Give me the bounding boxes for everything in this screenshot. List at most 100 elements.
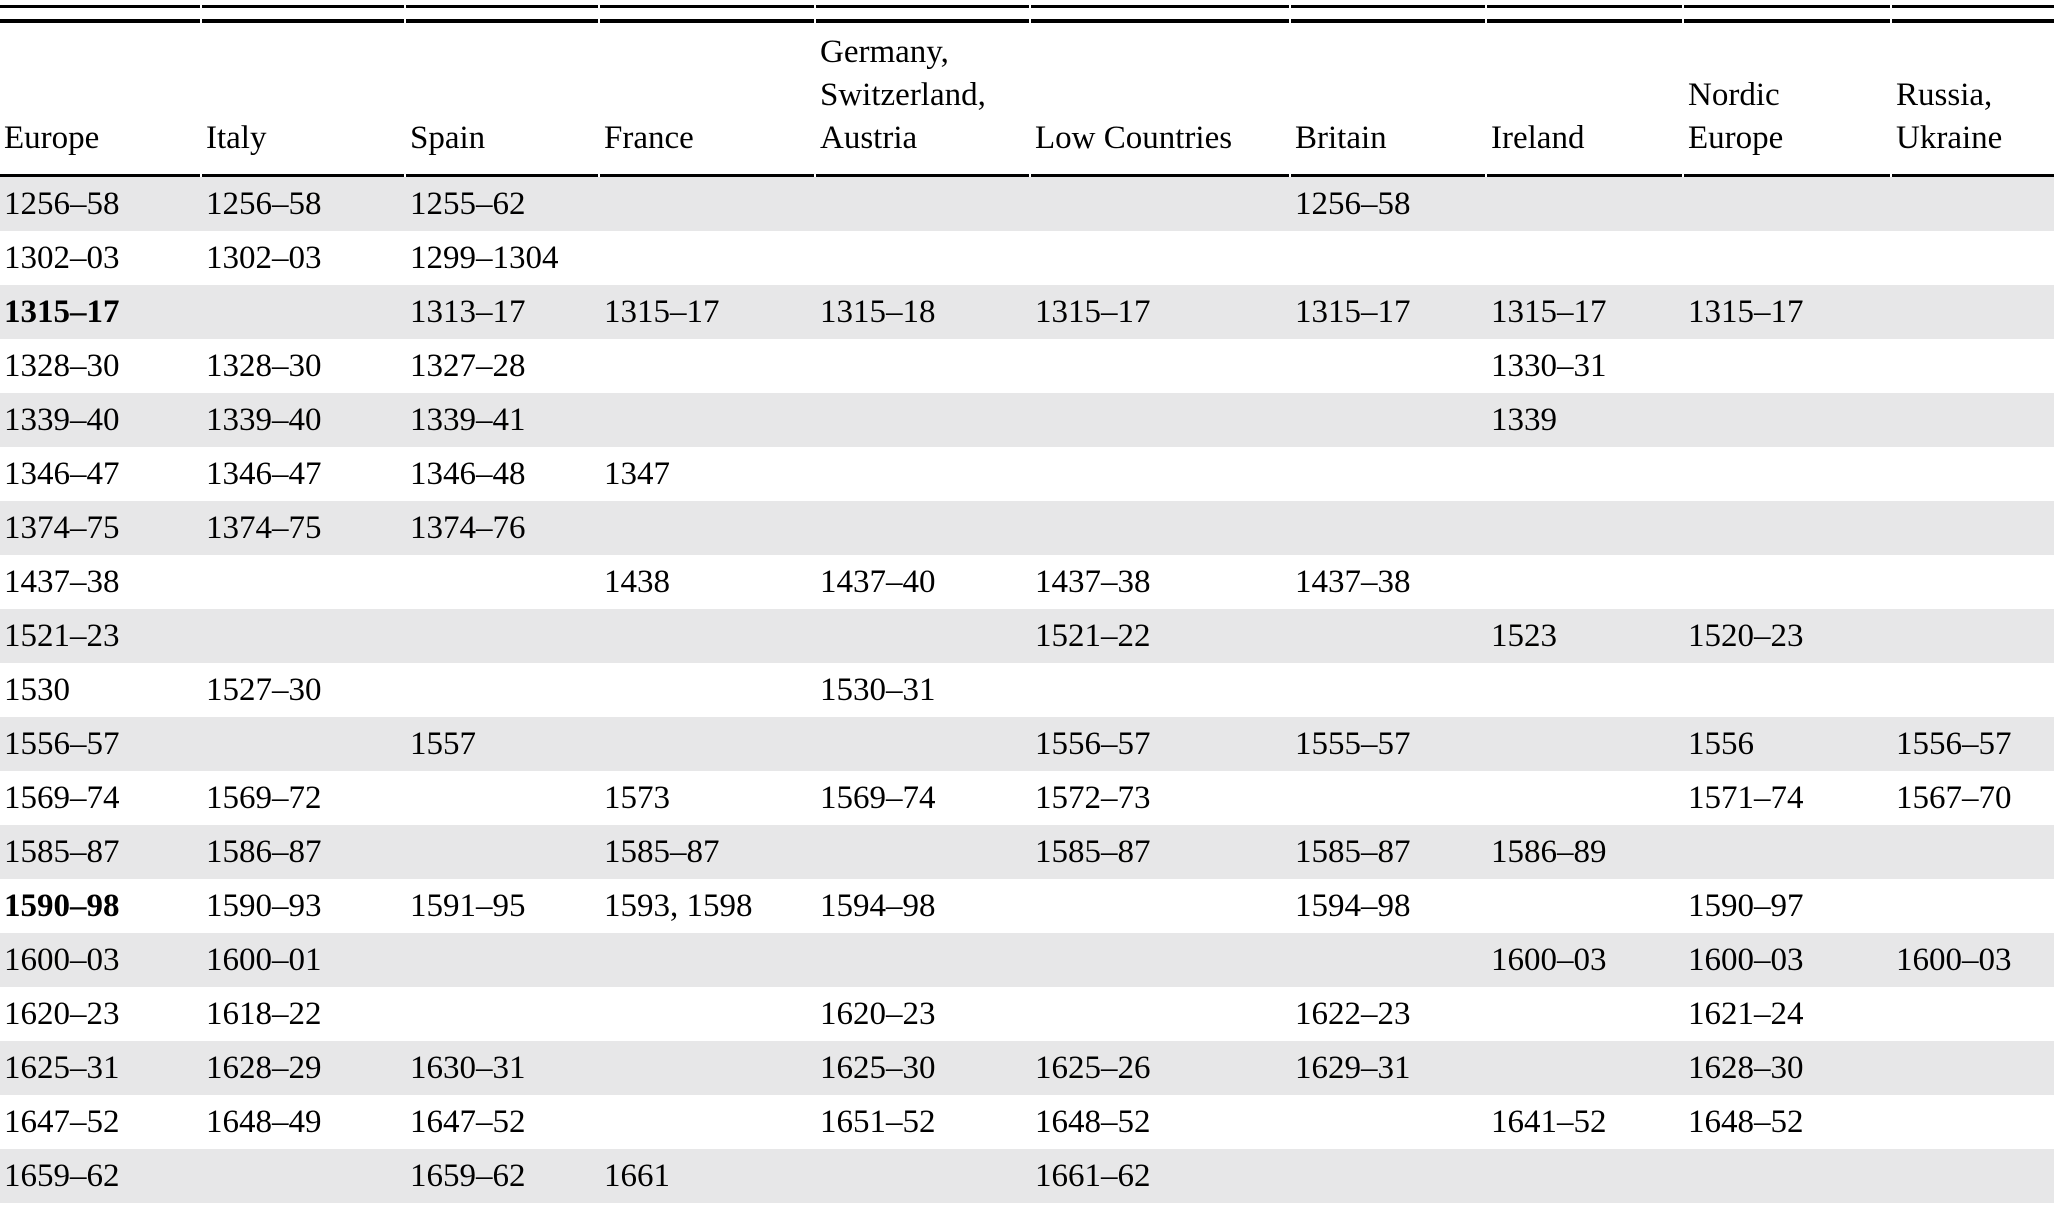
rule-segment — [1892, 174, 2054, 177]
table-cell — [1892, 1041, 2054, 1095]
table-cell: 1520–23 — [1684, 609, 1892, 663]
rule-segment — [406, 19, 598, 23]
table-cell — [1031, 987, 1291, 1041]
table-cell — [1487, 231, 1684, 285]
table-cell: 1594–98 — [820, 887, 936, 924]
rule-segment — [816, 174, 1029, 177]
rule-segment — [406, 174, 598, 177]
table-cell — [1487, 177, 1684, 231]
table-cell: 1590–93 — [206, 887, 322, 924]
table-cell: 1628–30 — [1684, 1041, 1892, 1095]
table-cell: 1590–97 — [1688, 887, 1804, 924]
table-cell — [816, 825, 1031, 879]
rule-segment — [600, 5, 814, 8]
rule-segment — [1031, 174, 1289, 177]
table-cell — [1291, 501, 1487, 555]
table-cell — [1892, 555, 2054, 609]
table-cell: 1374–75 — [0, 501, 202, 555]
table-cell — [1487, 717, 1684, 771]
table-cell: 1573 — [604, 779, 670, 816]
table-cell: 1315–17 — [600, 285, 816, 339]
table-cell — [1291, 393, 1487, 447]
table-cell: 1302–03 — [206, 239, 322, 276]
column-header-germany-switzerland-austria: Germany, Switzerland, Austria — [820, 34, 986, 156]
table-cell: 1569–72 — [206, 779, 322, 816]
table-cell: 1659–62 — [406, 1149, 600, 1203]
rule-segment — [1684, 19, 1890, 23]
table-cell: 1315–18 — [816, 285, 1031, 339]
column-header-russia-ukraine: Russia, Ukraine — [1896, 77, 2003, 156]
table-cell — [1684, 663, 1892, 717]
table-cell — [406, 987, 600, 1041]
table-cell — [1892, 447, 2054, 501]
rule-segment — [600, 19, 814, 23]
table-cell — [1291, 1095, 1487, 1149]
table-cell — [1684, 1149, 1892, 1203]
table-cell — [1291, 933, 1487, 987]
table-cell — [816, 933, 1031, 987]
table-cell: 1572–73 — [1035, 779, 1151, 816]
table-cell: 1600–01 — [202, 933, 406, 987]
rule-segment — [1487, 5, 1682, 8]
table-cell — [202, 1149, 406, 1203]
table-cell — [1892, 177, 2054, 231]
table-cell: 1586–89 — [1487, 825, 1684, 879]
table-cell — [1487, 663, 1684, 717]
table-cell: 1661–62 — [1031, 1149, 1291, 1203]
table-cell — [1892, 609, 2054, 663]
table-cell — [816, 1149, 1031, 1203]
table-cell — [1487, 771, 1684, 825]
table-cell — [1892, 231, 2054, 285]
table-cell: 1523 — [1487, 609, 1684, 663]
column-header-europe: Europe — [4, 120, 100, 156]
table-cell: 1339–40 — [202, 393, 406, 447]
table-cell: 1256–58 — [202, 177, 406, 231]
table-cell — [1892, 987, 2054, 1041]
table-cell: 1621–24 — [1688, 995, 1804, 1032]
table-cell — [1031, 501, 1291, 555]
table-cell: 1556–57 — [1031, 717, 1291, 771]
table-cell — [1892, 825, 2054, 879]
table-cell: 1648–52 — [1688, 1103, 1804, 1140]
column-header-france: France — [604, 120, 694, 156]
table-cell — [1291, 663, 1487, 717]
table-cell: 1299–1304 — [410, 239, 559, 276]
table-cell — [600, 501, 816, 555]
table-cell: 1594–98 — [1295, 887, 1411, 924]
table-cell: 1620–23 — [820, 995, 936, 1032]
table-cell: 1630–31 — [406, 1041, 600, 1095]
table-cell — [816, 717, 1031, 771]
rule-segment — [1487, 19, 1682, 23]
rule-segment — [0, 19, 200, 23]
table-cell — [1684, 555, 1892, 609]
table-cell — [1892, 879, 2054, 933]
header-divider-rule — [0, 174, 2054, 177]
rule-segment — [0, 174, 200, 177]
table-cell: 1585–87 — [1031, 825, 1291, 879]
table-cell — [406, 825, 600, 879]
top-rule-thick — [0, 19, 2054, 23]
table-cell: 1346–47 — [206, 455, 322, 492]
rule-segment — [202, 19, 404, 23]
table-cell — [1487, 1149, 1684, 1203]
table-cell: 1255–62 — [406, 177, 600, 231]
table-cell — [1031, 663, 1291, 717]
table-cell: 1647–52 — [4, 1103, 120, 1140]
table-header-row: Europe Italy Spain France Germany, Switz… — [0, 23, 2054, 174]
table-cell: 1437–38 — [4, 563, 120, 600]
table-cell: 1625–30 — [816, 1041, 1031, 1095]
table-cell — [1487, 501, 1684, 555]
table-cell: 1530–31 — [820, 671, 936, 708]
table-cell — [600, 1095, 816, 1149]
table-cell — [1487, 555, 1684, 609]
table-cell: 1648–52 — [1035, 1103, 1151, 1140]
table-cell — [600, 717, 816, 771]
table-cell: 1600–03 — [0, 933, 202, 987]
table-cell: 1374–76 — [406, 501, 600, 555]
table-cell — [202, 609, 406, 663]
table-cell: 1622–23 — [1295, 995, 1411, 1032]
table-cell — [1031, 339, 1291, 393]
table-cell — [1291, 447, 1487, 501]
table-cell: 1659–62 — [0, 1149, 202, 1203]
table-cell — [202, 717, 406, 771]
